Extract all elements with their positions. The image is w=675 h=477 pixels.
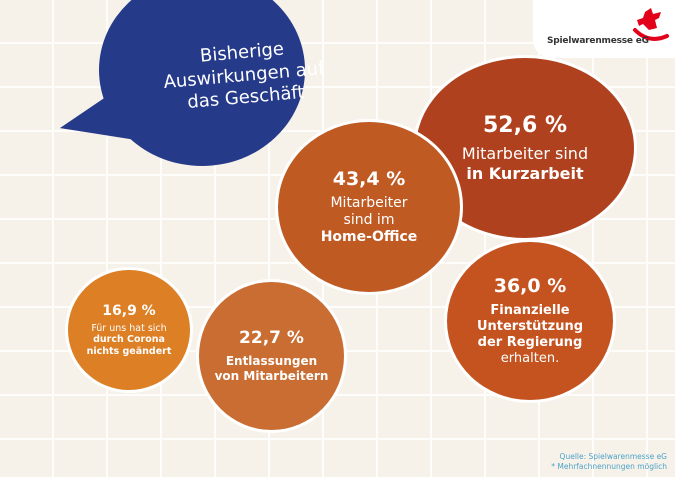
bubble-label: Mitarbeiter xyxy=(330,194,408,211)
bubble-label: der Regierung xyxy=(477,335,583,350)
footnote-text: * Mehrfachnennungen möglich xyxy=(551,462,667,472)
bubble-entlassungen: 22,7 % Entlassungen von Mitarbeitern xyxy=(199,282,344,430)
bubble-label: von Mitarbeitern xyxy=(214,369,329,383)
bubble-home-office: 43,4 % Mitarbeiter sind im Home-Office xyxy=(278,122,460,292)
source-text: Quelle: Spielwarenmesse eG xyxy=(559,452,667,461)
bubble-label: sind im xyxy=(343,211,395,228)
bubble-label: in Kurzarbeit xyxy=(466,163,584,183)
bubble-value: 22,7 % xyxy=(239,328,304,349)
bubble-value: 52,6 % xyxy=(483,112,567,138)
bubble-finanzielle-unterstuetzung: 36,0 % Finanzielle Unterstützung der Reg… xyxy=(447,242,613,400)
bubble-label: Finanzielle xyxy=(490,303,570,319)
title-speech-bubble: Bisherige Auswirkungen auf das Geschäft xyxy=(60,0,325,170)
bubble-label: Mitarbeiter sind xyxy=(461,143,589,163)
bubble-value: 36,0 % xyxy=(493,275,567,298)
bubble-label: Unterstützung xyxy=(476,319,584,335)
logo-text: Spielwarenmesse eG xyxy=(547,36,649,46)
bubble-label: nichts geändert xyxy=(86,345,172,357)
bubble-label: erhalten. xyxy=(500,350,560,366)
source-note: Quelle: Spielwarenmesse eG * Mehrfachnen… xyxy=(551,452,667,472)
speech-bubble-shape xyxy=(60,0,305,166)
rocking-horse-icon xyxy=(633,8,669,41)
bubble-label: Home-Office xyxy=(320,229,418,246)
bubble-label: durch Corona xyxy=(93,334,165,346)
bubble-label: Entlassungen xyxy=(225,354,318,369)
bubble-value: 43,4 % xyxy=(332,167,406,190)
bubble-nichts-geaendert: 16,9 % Für uns hat sich durch Corona nic… xyxy=(68,270,190,390)
logo: Spielwarenmesse eG xyxy=(533,0,675,58)
bubble-label: Für uns hat sich xyxy=(91,322,167,334)
bubble-value: 16,9 % xyxy=(102,302,156,319)
